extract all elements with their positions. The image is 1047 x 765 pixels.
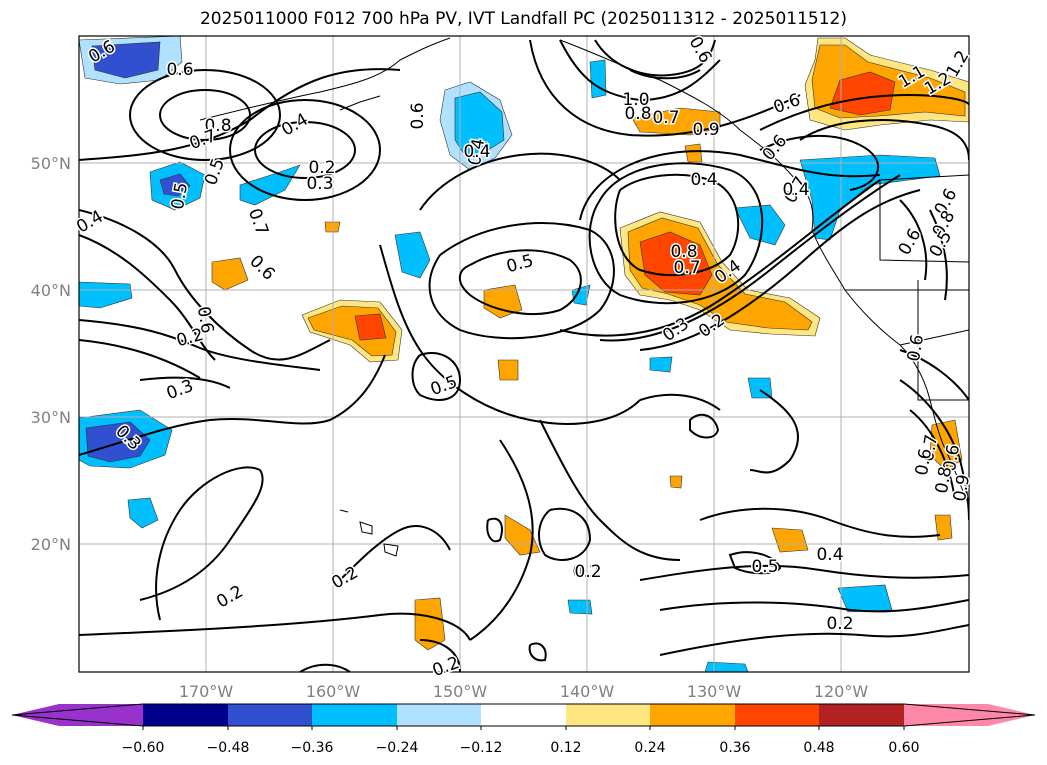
contour-label: 0.6 — [166, 60, 193, 80]
map-panel — [79, 36, 969, 672]
contour-label: 0.9 — [692, 120, 719, 140]
contour-label: 0.2 — [826, 614, 853, 634]
colorbar-tick: −0.24 — [376, 740, 419, 756]
colorbar-segment — [397, 704, 481, 726]
lon-label: 160°W — [306, 682, 361, 701]
contour-label: 0.2 — [308, 158, 335, 178]
map-frame — [78, 35, 970, 673]
lon-label: 130°W — [687, 682, 742, 701]
contour-label: 0.7 — [652, 108, 679, 128]
contour-label: 0.4 — [782, 180, 809, 200]
lat-label: 20°N — [31, 535, 71, 554]
contour-label: 0.8 — [204, 116, 231, 136]
colorbar-tick: 0.60 — [888, 740, 919, 756]
lon-label: 120°W — [814, 682, 869, 701]
contour-label: 0.6 — [904, 333, 928, 363]
contour-label: 0.6 — [912, 447, 936, 477]
contour-label: 0.2 — [572, 562, 599, 582]
colorbar-ticks: −0.60 −0.48 −0.36 −0.24 −0.12 0.12 0.24 … — [122, 740, 920, 756]
contour-label: 0.5 — [168, 181, 192, 211]
colorbar — [11, 703, 1036, 730]
contour-label: 0.4 — [690, 170, 717, 190]
contour-label: 1.0 — [622, 90, 649, 110]
contour-label: 0.6 — [193, 305, 217, 335]
colorbar-extend-low — [12, 704, 143, 726]
contour-label: 0.8 — [670, 242, 697, 262]
contour-label: 0.4 — [816, 545, 843, 565]
contour-label: 0.4 — [463, 142, 490, 162]
contour-label: 0.9 — [950, 473, 974, 503]
colorbar-segment — [566, 704, 650, 726]
colorbar-tick: −0.36 — [291, 740, 334, 756]
contour-label: 0.5 — [751, 557, 778, 577]
contour-label: 0.2 — [574, 562, 601, 582]
colorbar-tick: −0.48 — [207, 740, 250, 756]
colorbar-tick: 0.12 — [550, 740, 581, 756]
colorbar-tick: 0.48 — [803, 740, 834, 756]
colorbar-segment — [650, 704, 735, 726]
colorbar-tick: −0.60 — [122, 740, 165, 756]
colorbar-segment — [143, 704, 228, 726]
lon-label: 140°W — [560, 682, 615, 701]
lat-label: 30°N — [31, 408, 71, 427]
colorbar-segment — [228, 704, 312, 726]
colorbar-segment — [312, 704, 397, 726]
lon-label: 170°W — [179, 682, 234, 701]
colorbar-segment — [735, 704, 819, 726]
colorbar-tick: 0.36 — [719, 740, 750, 756]
figure-title: 2025011000 F012 700 hPa PV, IVT Landfall… — [199, 9, 847, 29]
latitude-labels: 50°N 40°N 30°N 20°N — [31, 154, 71, 554]
lat-label: 40°N — [31, 281, 71, 300]
contour-label: 0.8 — [624, 104, 651, 124]
colorbar-segment — [481, 704, 566, 726]
colorbar-tick: −0.12 — [460, 740, 503, 756]
contour-label: 0.7 — [673, 258, 700, 278]
contour-label: 0.6 — [940, 443, 964, 473]
colorbar-tick: 0.24 — [634, 740, 665, 756]
contour-label: 0.6 — [408, 102, 428, 129]
colorbar-extend-high — [904, 704, 1035, 726]
contour-label: 0.3 — [306, 174, 333, 194]
colorbar-segment — [819, 704, 904, 726]
lon-label: 150°W — [433, 682, 488, 701]
lat-label: 50°N — [31, 154, 71, 173]
longitude-labels: 170°W 160°W 150°W 140°W 130°W 120°W — [179, 682, 869, 701]
pv-contours — [79, 39, 969, 672]
